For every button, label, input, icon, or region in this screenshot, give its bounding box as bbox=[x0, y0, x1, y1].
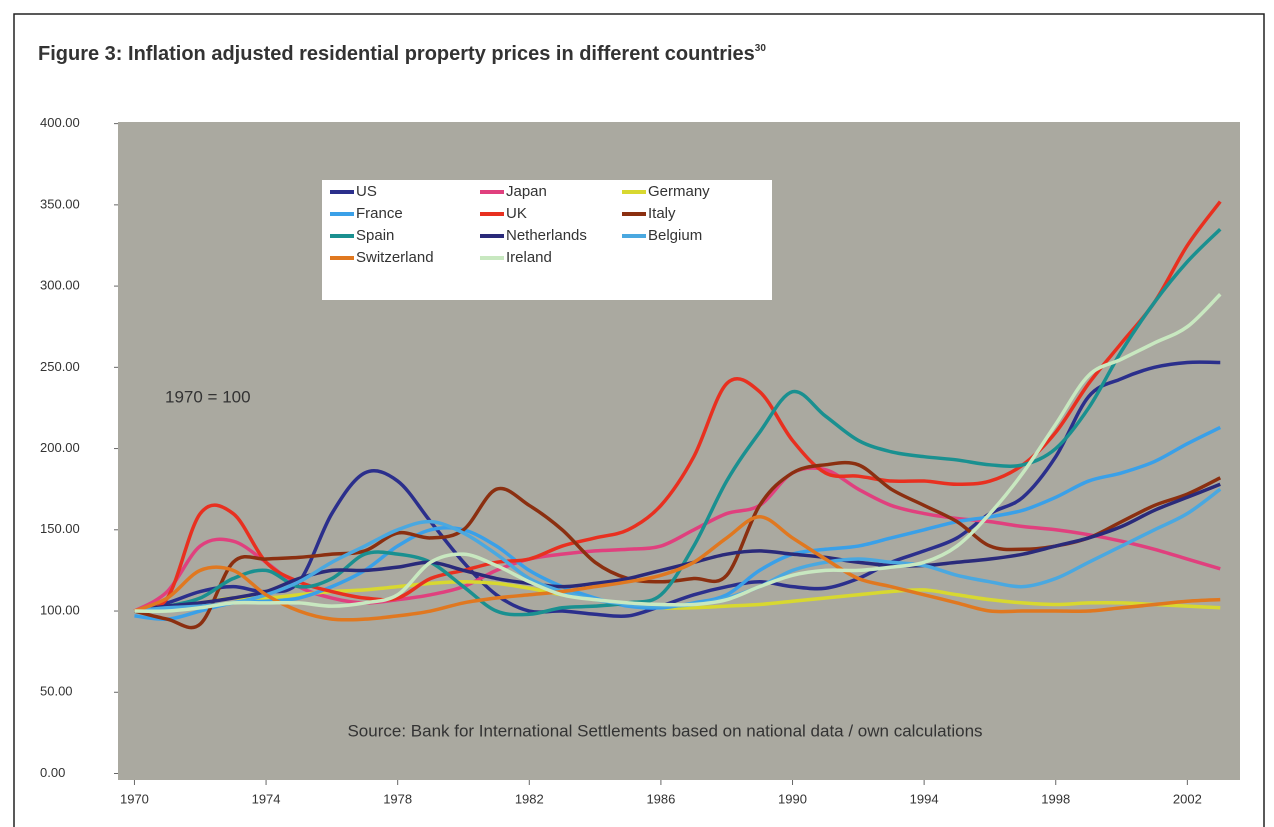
legend-label: Japan bbox=[506, 183, 547, 200]
title-superscript: 30 bbox=[755, 43, 767, 54]
source-note: Source: Bank for International Settlemen… bbox=[347, 721, 982, 740]
legend bbox=[322, 180, 772, 300]
y-tick-label: 300.00 bbox=[40, 278, 80, 293]
legend-label: Italy bbox=[648, 205, 676, 222]
series-line bbox=[133, 515, 1221, 622]
legend-label: Germany bbox=[648, 183, 710, 200]
y-tick-label: 250.00 bbox=[40, 359, 80, 374]
annotation: 1970 = 100 bbox=[165, 387, 251, 406]
legend-label: Switzerland bbox=[356, 249, 434, 266]
x-tick-label: 1982 bbox=[515, 791, 544, 806]
legend-label: Spain bbox=[356, 227, 394, 244]
y-tick-label: 100.00 bbox=[40, 602, 80, 617]
y-tick-label: 0.00 bbox=[40, 765, 65, 780]
y-tick-label: 50.00 bbox=[40, 684, 73, 699]
x-tick-label: 1986 bbox=[646, 791, 675, 806]
y-tick-label: 400.00 bbox=[40, 115, 80, 130]
chart-title: Figure 3: Inflation adjusted residential… bbox=[38, 43, 766, 66]
y-tick-label: 350.00 bbox=[40, 196, 80, 211]
x-tick-label: 1978 bbox=[383, 791, 412, 806]
legend-label: Netherlands bbox=[506, 227, 587, 244]
x-tick-label: 1994 bbox=[910, 791, 939, 806]
legend-label: US bbox=[356, 183, 377, 200]
series-line bbox=[134, 360, 1221, 619]
frame bbox=[13, 13, 1265, 827]
y-tick-label: 200.00 bbox=[40, 440, 80, 455]
series-line bbox=[134, 292, 1222, 614]
legend-label: Ireland bbox=[506, 249, 552, 266]
x-tick-label: 1970 bbox=[120, 791, 149, 806]
legend-label: UK bbox=[506, 205, 527, 222]
legend-label: France bbox=[356, 205, 403, 222]
legend-label: Belgium bbox=[648, 227, 702, 244]
x-tick-label: 1974 bbox=[252, 791, 281, 806]
series-line bbox=[134, 460, 1222, 630]
y-tick-label: 150.00 bbox=[40, 521, 80, 536]
x-tick-label: 1990 bbox=[778, 791, 807, 806]
x-tick-label: 1998 bbox=[1041, 791, 1070, 806]
x-tick-label: 2002 bbox=[1173, 791, 1202, 806]
title-text: Figure 3: Inflation adjusted residential… bbox=[38, 43, 755, 65]
